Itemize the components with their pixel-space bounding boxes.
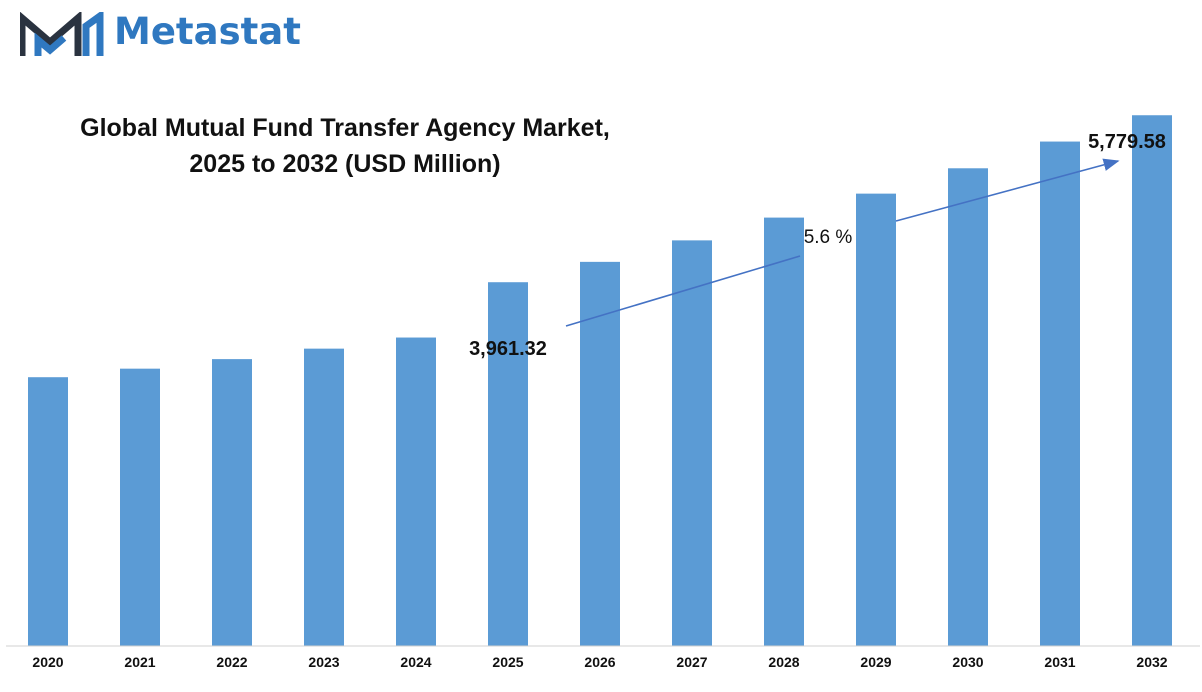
- brand-logo: Metastat: [20, 8, 320, 64]
- bar-2032: [1132, 115, 1172, 647]
- x-axis-tick-labels: 2020 2021 2022 2023 2024 2025 2026 2027 2028 2029…: [32, 654, 1167, 670]
- bar-2031: [1040, 141, 1080, 646]
- x-tick-label-2020: 2020: [32, 654, 63, 670]
- chart-title-line-1: Global Mutual Fund Transfer Agency Marke…: [80, 114, 610, 142]
- start-value-label: 3,961.32: [469, 338, 547, 360]
- bar-series: [28, 115, 1172, 647]
- bar-2026: [580, 261, 620, 646]
- x-tick-label-2026: 2026: [584, 654, 615, 670]
- x-tick-label-2022: 2022: [216, 654, 247, 670]
- chart-title: Global Mutual Fund Transfer Agency Marke…: [40, 110, 650, 182]
- x-tick-label-2021: 2021: [124, 654, 155, 670]
- bar-2029: [856, 193, 896, 646]
- x-tick-label-2027: 2027: [676, 654, 707, 670]
- bar-2020: [28, 377, 68, 646]
- x-tick-label-2025: 2025: [492, 654, 523, 670]
- x-tick-label-2030: 2030: [952, 654, 983, 670]
- cagr-label: 5.6 %: [804, 227, 853, 248]
- x-tick-label-2032: 2032: [1136, 654, 1167, 670]
- chart-title-line-2: 2025 to 2032 (USD Million): [189, 150, 501, 178]
- metastat-logo-icon: [20, 12, 104, 56]
- bar-2030: [948, 168, 988, 646]
- x-tick-label-2024: 2024: [400, 654, 431, 670]
- growth-arrow-right: [895, 158, 1120, 222]
- growth-arrow-left: [565, 255, 801, 327]
- x-tick-label-2029: 2029: [860, 654, 891, 670]
- bar-2023: [304, 348, 344, 646]
- brand-name: Metastat: [114, 10, 301, 53]
- x-tick-label-2028: 2028: [768, 654, 799, 670]
- bar-2027: [672, 240, 712, 646]
- bar-2025: [488, 282, 528, 646]
- bar-2022: [212, 359, 252, 646]
- bar-2024: [396, 337, 436, 646]
- bar-2021: [120, 368, 160, 646]
- x-tick-label-2031: 2031: [1044, 654, 1075, 670]
- x-tick-label-2023: 2023: [308, 654, 339, 670]
- bar-2028: [764, 217, 804, 646]
- end-value-label: 5,779.58: [1088, 131, 1166, 153]
